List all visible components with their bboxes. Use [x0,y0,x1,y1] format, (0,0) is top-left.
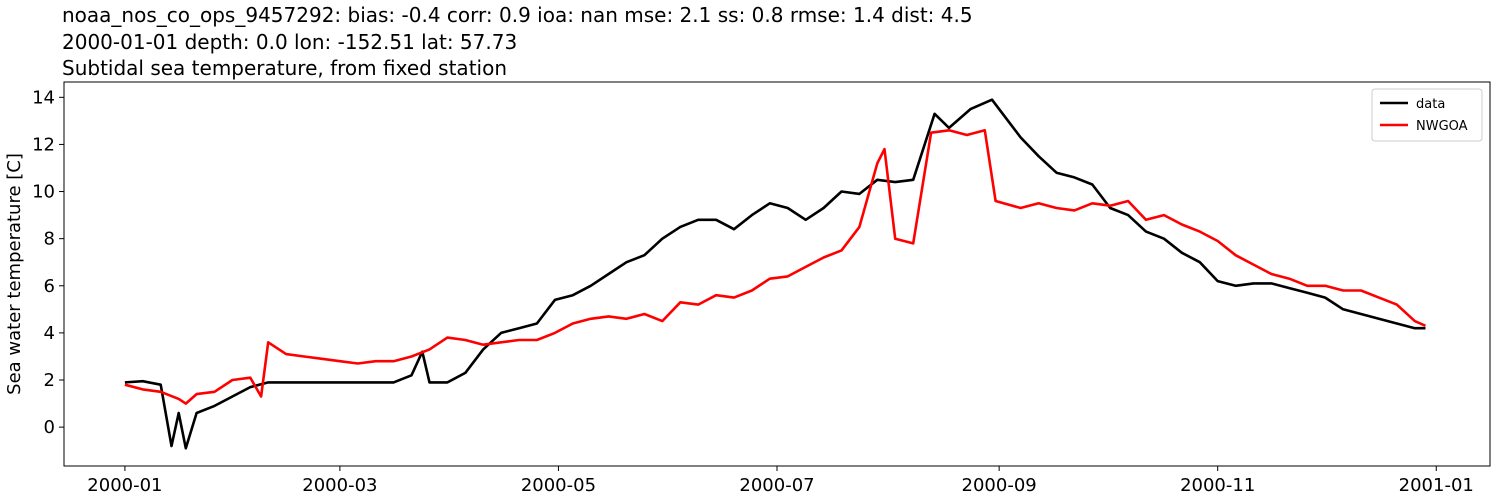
y-tick-label: 2 [44,370,55,391]
x-tick-label: 2000-01 [87,475,162,496]
x-tick-label: 2001-01 [1399,475,1474,496]
y-tick-label: 0 [44,417,55,438]
y-tick-label: 4 [44,323,55,344]
legend: data NWGOA [1371,88,1483,142]
y-tick-label: 14 [32,87,55,108]
line-series [124,98,1426,450]
plot-frame [63,81,1491,467]
chart-title: 2000-01-01 depth: 0.0 lon: -152.51 lat: … [62,30,517,54]
y-tick-label: 10 [32,182,55,203]
y-tick-label: 12 [32,134,55,155]
x-tick-label: 2000-07 [739,475,814,496]
line-series [124,129,1427,405]
x-tick-label: 2000-11 [1180,475,1255,496]
x-tick-label: 2000-09 [962,475,1037,496]
y-tick-label: 6 [44,276,55,297]
legend-label: NWGOA [1416,119,1468,134]
x-tick-label: 2000-03 [302,475,377,496]
y-axis-label: Sea water temperature [C] [4,153,25,395]
x-tick-label: 2000-05 [521,475,596,496]
legend-label: data [1416,97,1445,112]
chart-title: Subtidal sea temperature, from fixed sta… [62,56,507,80]
y-tick-label: 8 [44,229,55,250]
chart-title: noaa_nos_co_ops_9457292: bias: -0.4 corr… [62,3,973,27]
